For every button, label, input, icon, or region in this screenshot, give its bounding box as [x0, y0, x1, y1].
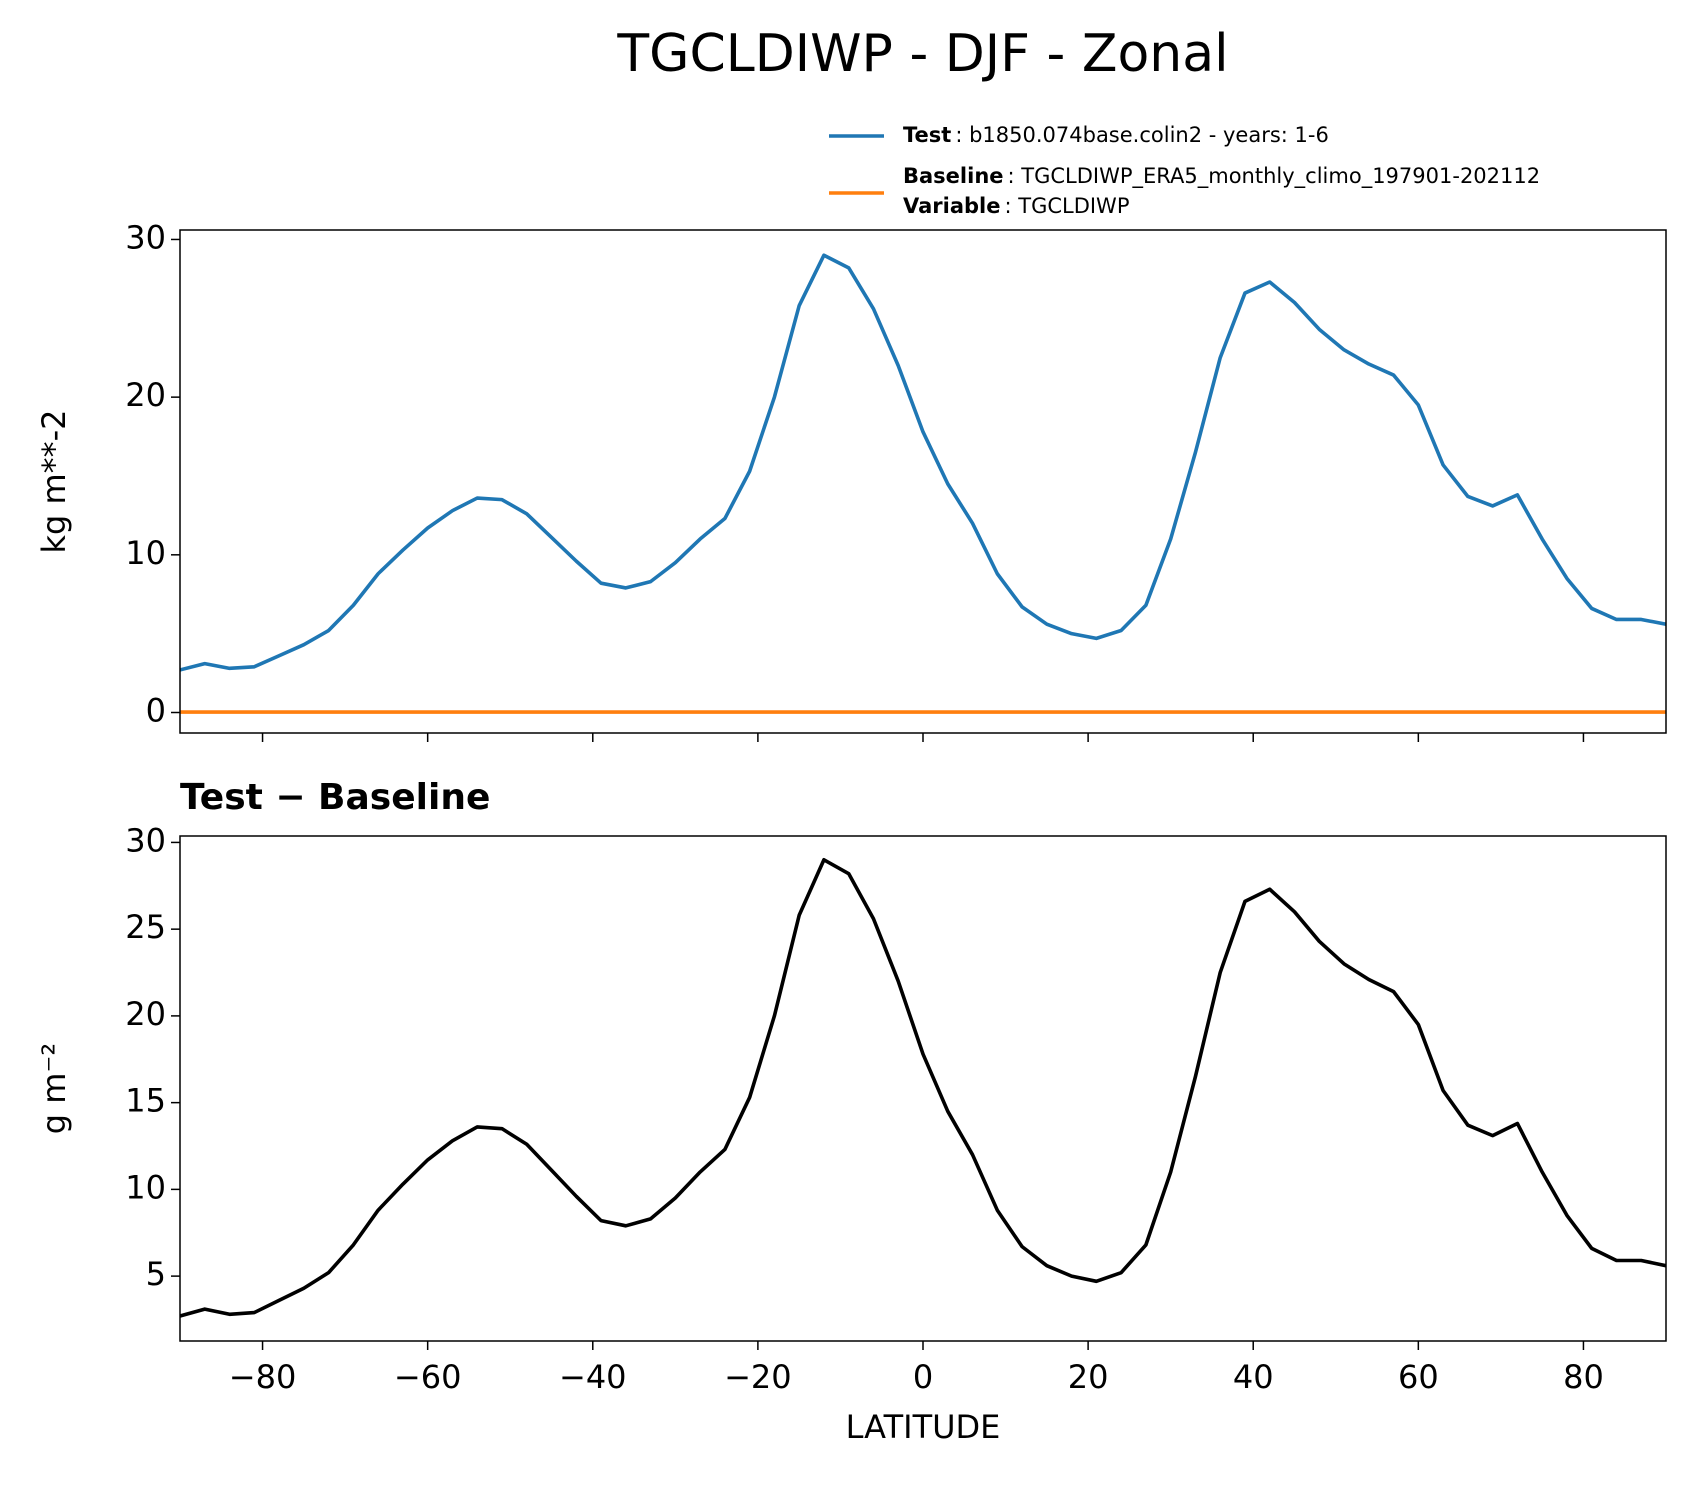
x-tick-label: −40: [559, 1358, 627, 1396]
x-axis-label: LATITUDE: [846, 1408, 1001, 1446]
line-series: [180, 857, 1666, 1318]
y-tick-label: 20: [125, 995, 166, 1033]
y-tick-label: 10: [125, 534, 166, 572]
plot-frame: [179, 229, 1667, 734]
y-tick-label: 15: [125, 1082, 166, 1120]
x-tick-label: −80: [229, 1358, 297, 1396]
legend-name: Baseline: [903, 164, 1004, 188]
legend-name: Test: [903, 123, 951, 147]
x-tick-label: 60: [1398, 1358, 1439, 1396]
plot-frame: [179, 835, 1667, 1342]
x-tick-label: 40: [1233, 1358, 1274, 1396]
legend-name: Variable: [903, 194, 1000, 218]
x-tick-label: 20: [1068, 1358, 1109, 1396]
x-tick-label: 80: [1563, 1358, 1604, 1396]
y-axis-label: kg m**-2: [35, 409, 73, 553]
chart-title: TGCLDIWP - DJF - Zonal: [616, 24, 1228, 84]
y-tick-label: 30: [125, 218, 166, 256]
y-tick-label: 0: [146, 692, 166, 730]
legend-text: : TGCLDIWP_ERA5_monthly_climo_197901-202…: [1008, 164, 1541, 189]
x-tick-label: −60: [394, 1358, 462, 1396]
panel-title: Test − Baseline: [180, 777, 490, 818]
legend-text: : TGCLDIWP: [1004, 194, 1129, 218]
y-tick-label: 25: [125, 908, 166, 946]
y-tick-label: 10: [125, 1168, 166, 1206]
legend-text: : b1850.074base.colin2 - years: 1-6: [955, 123, 1329, 147]
x-tick-label: 0: [913, 1358, 933, 1396]
line-series: [180, 253, 1666, 672]
y-tick-label: 20: [125, 376, 166, 414]
x-tick-label: −20: [724, 1358, 792, 1396]
y-axis-label: g m⁻²: [35, 1043, 73, 1134]
y-tick-label: 30: [125, 821, 166, 859]
y-tick-label: 5: [146, 1255, 166, 1293]
